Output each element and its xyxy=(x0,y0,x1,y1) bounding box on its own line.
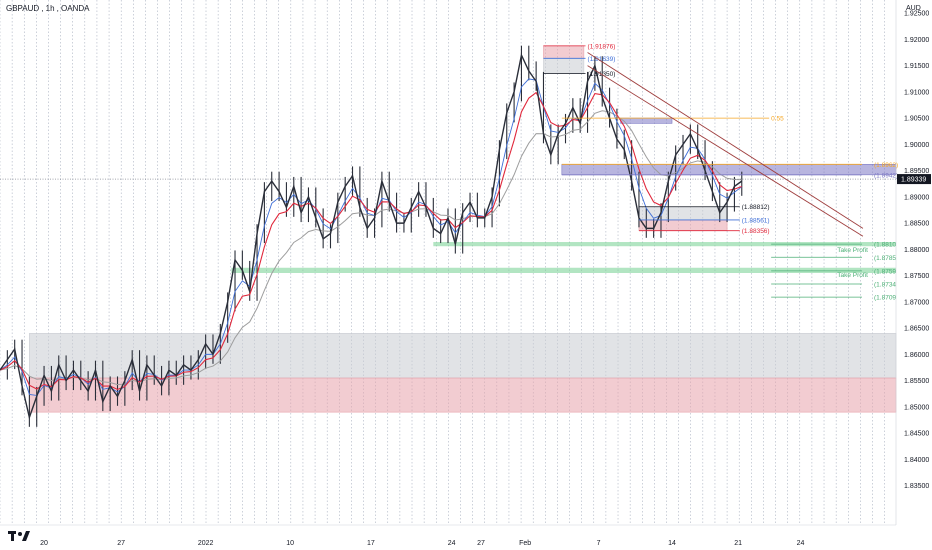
green-zone xyxy=(231,267,897,273)
time-tick-label: 17 xyxy=(367,540,375,547)
level-label: (1.8734 xyxy=(874,282,896,289)
level-label: 0.55 xyxy=(771,116,784,123)
green-zone xyxy=(433,242,896,247)
level-label: (1.8709 xyxy=(874,295,896,302)
trend-line xyxy=(587,65,864,237)
zone-rect xyxy=(620,117,673,124)
trend-line xyxy=(587,52,864,229)
price-tick-label: 1.86000 xyxy=(904,352,929,359)
price-tick-label: 1.86500 xyxy=(904,326,929,333)
time-tick-label: 2022 xyxy=(198,540,214,547)
time-tick-label: 10 xyxy=(286,540,294,547)
trendline-layer xyxy=(587,52,864,237)
zone-rect xyxy=(638,206,728,221)
time-axis: 20 27 2022 10 17 24 27 Feb 7 14 21 24 xyxy=(0,524,896,547)
time-tick-label: 7 xyxy=(597,540,601,547)
ema-mid-line xyxy=(0,91,742,391)
time-tick-label: 20 xyxy=(40,540,48,547)
price-tick-label: 1.91000 xyxy=(904,89,929,96)
time-tick-label: 21 xyxy=(734,540,742,547)
price-tick-label: 1.90500 xyxy=(904,116,929,123)
level-label: Take Profit xyxy=(837,247,868,254)
current-price-badge xyxy=(897,174,931,185)
price-tick-label: 1.92000 xyxy=(904,37,929,44)
time-tick-label: Feb xyxy=(519,540,531,547)
price-tick-label: 1.83500 xyxy=(904,483,929,490)
price-tick-label: 1.92500 xyxy=(904,11,929,18)
current-price-label: 1.89339 xyxy=(901,177,926,184)
level-label: (1.88812) xyxy=(742,204,770,211)
level-label: (1.91876) xyxy=(588,43,616,50)
price-tick-label: 1.85000 xyxy=(904,404,929,411)
level-label: (1.88561) xyxy=(742,217,770,224)
level-label: (1.91639) xyxy=(588,56,616,63)
price-tick-label: 1.88000 xyxy=(904,247,929,254)
level-label: (1.8962) xyxy=(874,162,898,169)
price-axis: 1.83500 1.84000 1.84500 1.85000 1.85500 1.860… xyxy=(0,0,931,525)
level-label: (1.8759 xyxy=(874,268,896,275)
tradingview-logo-icon xyxy=(8,531,30,541)
price-tick-label: 1.90000 xyxy=(904,142,929,149)
price-tick-label: 1.84000 xyxy=(904,457,929,464)
zone-rect xyxy=(561,164,897,176)
price-tick-label: 1.89500 xyxy=(904,168,929,175)
price-tick-label: 1.88500 xyxy=(904,221,929,228)
zone-rect xyxy=(29,333,897,379)
level-label: Take Profit xyxy=(837,272,868,279)
currency-label: AUD xyxy=(906,5,921,12)
level-label: (1.8785 xyxy=(874,255,896,262)
interval-label: 1h xyxy=(45,4,55,13)
price-tick-label: 1.84500 xyxy=(904,431,929,438)
symbol-label: GBPAUD xyxy=(6,4,40,13)
chart-grid xyxy=(0,0,885,525)
price-tick-label: 1.91500 xyxy=(904,63,929,70)
time-tick-label: 24 xyxy=(797,540,805,547)
time-tick-label: 27 xyxy=(477,540,485,547)
broker-label: OANDA xyxy=(61,4,90,13)
level-label: (1.8942) xyxy=(874,172,898,179)
time-tick-label: 14 xyxy=(668,540,676,547)
series-layer xyxy=(0,45,743,427)
zone-layer xyxy=(29,45,897,413)
zone-rect xyxy=(543,45,585,59)
price-tick-label: 1.89000 xyxy=(904,194,929,201)
price-tick-label: 1.87500 xyxy=(904,273,929,280)
zone-rect xyxy=(543,57,585,74)
time-tick-label: 24 xyxy=(448,540,456,547)
chart-title: GBPAUD, 1h, OANDA xyxy=(6,4,90,13)
price-tick-label: 1.85500 xyxy=(904,378,929,385)
zone-rect xyxy=(29,377,897,413)
level-label: (1.88356) xyxy=(742,228,770,235)
price-tick-label: 1.87000 xyxy=(904,299,929,306)
price-line xyxy=(0,52,743,420)
level-label: (1.8810 xyxy=(874,242,896,249)
time-tick-label: 27 xyxy=(117,540,125,547)
